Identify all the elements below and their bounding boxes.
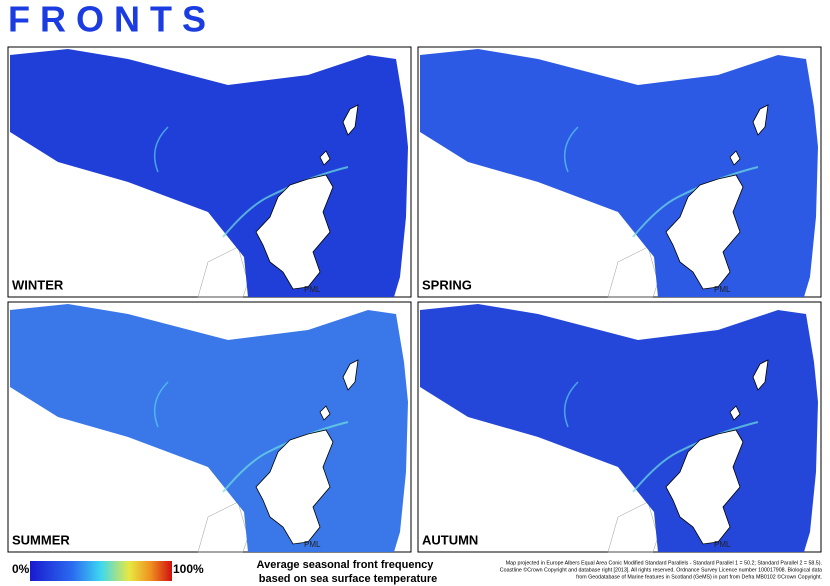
legend-title: Average seasonal front frequency [257,559,435,571]
footnote: Map projected in Europe Albers Equal Are… [506,560,822,566]
season-label: AUTUMN [422,532,478,547]
credit: PML [714,285,731,294]
season-label: SUMMER [12,532,70,547]
legend-title: based on sea surface temperature [259,573,438,585]
credit: PML [304,540,321,549]
panels: WINTER PML SPRING PML SUMMER PML AUTUMN PML [7,46,822,553]
map-panel: SPRING PML [417,46,822,298]
footnote: Coastline ©Crown Copyright and database … [500,566,822,573]
credit: PML [714,540,731,549]
legend-max-label: 100% [173,562,204,576]
legend-color-bar [30,561,172,581]
map-panel: AUTUMN PML [417,301,822,553]
title: FRONTS [8,0,216,40]
footnote: from Geodatabase of Marine features in S… [576,573,822,580]
credit: PML [304,285,321,294]
season-label: WINTER [12,277,64,292]
map-panel: WINTER PML [7,46,412,298]
legend-min-label: 0% [12,562,30,576]
season-label: SPRING [422,277,472,292]
map-panel: SUMMER PML [7,301,412,553]
